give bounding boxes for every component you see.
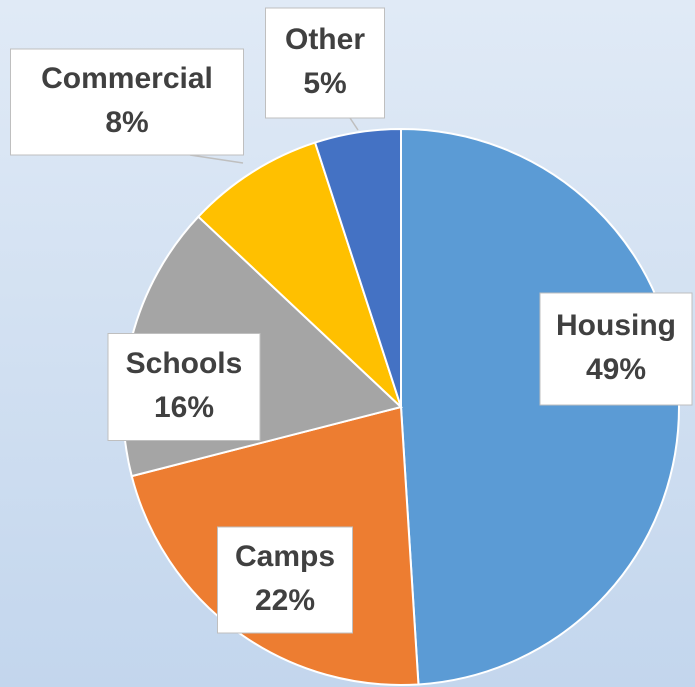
category-label: Camps [235,540,335,573]
label-box [539,292,693,406]
label-box [107,333,261,441]
category-label: Housing [556,309,676,342]
label-box [10,48,244,156]
data-labels: Housing 49% Camps 22% Schools 16% Commercial 8%… [10,7,693,634]
value-label: 16% [154,391,214,424]
pie-slice [313,127,402,408]
leader-line [189,154,244,164]
pie-slice [196,141,402,408]
category-label: Other [285,23,365,56]
label-box [265,7,385,119]
value-label: 49% [586,353,646,386]
pie [122,127,680,686]
label-box [217,526,353,634]
leader-line [349,117,359,131]
category-label: Commercial [41,62,213,95]
value-label: 5% [303,67,346,100]
value-label: 22% [255,584,315,617]
value-label: 8% [105,106,148,139]
category-label: Schools [126,347,243,380]
